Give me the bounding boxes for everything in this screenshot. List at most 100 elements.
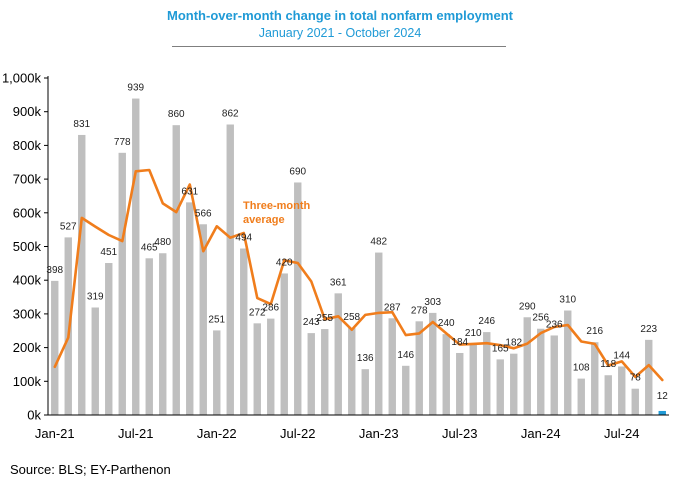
y-tick-label: 600k	[13, 205, 42, 220]
bar-data-label: 566	[195, 208, 212, 219]
bar-data-label: 310	[559, 295, 576, 306]
y-tick-label: 200k	[13, 340, 42, 355]
bar-data-label: 690	[289, 166, 306, 177]
chart-title: Month-over-month change in total nonfarm…	[167, 8, 513, 23]
bar-data-label: 118	[600, 359, 616, 370]
bar-data-label: 939	[127, 83, 144, 94]
bar-data-label: 420	[276, 257, 293, 268]
bar-data-label: 256	[532, 313, 549, 324]
bar-data-label: 144	[613, 350, 630, 361]
bar	[253, 323, 261, 415]
bar-data-label: 236	[546, 319, 563, 330]
bar	[132, 98, 140, 415]
bar	[105, 263, 113, 415]
bar	[496, 359, 504, 415]
bar	[442, 334, 450, 415]
bar	[550, 335, 558, 415]
bar	[510, 353, 518, 415]
bar	[91, 307, 99, 415]
bar	[604, 375, 612, 415]
bar-data-label: 290	[519, 301, 536, 312]
bar-data-label: 465	[141, 242, 158, 253]
bar-data-label: 146	[397, 350, 414, 361]
bar-data-label: 184	[451, 337, 468, 348]
y-tick-label: 0k	[27, 408, 41, 423]
bar	[658, 410, 666, 415]
bar	[577, 378, 585, 415]
y-tick-label: 100k	[13, 374, 42, 389]
bar	[186, 202, 194, 415]
bar	[456, 352, 464, 415]
y-tick-label: 900k	[13, 104, 42, 119]
x-tick-label: Jul-24	[604, 426, 639, 441]
bar-data-label: 78	[630, 373, 642, 384]
bar	[645, 339, 653, 415]
line-label: average	[243, 214, 285, 226]
bar	[307, 333, 315, 415]
bar-data-label: 778	[114, 137, 131, 148]
bar	[294, 182, 302, 415]
x-tick-label: Jan-24	[521, 426, 561, 441]
bar-data-label: 216	[586, 326, 603, 337]
chart-subtitle: January 2021 - October 2024	[258, 26, 422, 40]
bar-data-label: 223	[640, 324, 657, 335]
bar-data-label: 451	[100, 247, 117, 258]
y-tick-label: 1,000k	[2, 71, 42, 86]
bar	[213, 330, 221, 415]
bar-data-label: 182	[505, 338, 522, 349]
bar	[51, 280, 59, 415]
bar	[388, 318, 396, 415]
bar-data-label: 303	[424, 297, 441, 308]
bar	[226, 124, 234, 416]
bar	[361, 369, 369, 415]
bar	[537, 328, 545, 415]
bar-data-label: 361	[330, 277, 347, 288]
line-label: Three-month	[243, 200, 311, 212]
bar	[145, 258, 153, 415]
bar-data-label: 243	[303, 317, 320, 328]
bar-data-label: 165	[492, 343, 509, 354]
x-tick-label: Jan-21	[35, 426, 75, 441]
bar-data-label: 862	[222, 109, 239, 120]
bar	[118, 152, 126, 415]
bar	[429, 312, 437, 415]
y-tick-label: 300k	[13, 306, 42, 321]
x-tick-label: Jul-22	[280, 426, 315, 441]
bar	[280, 273, 288, 415]
bar-data-label: 258	[343, 312, 360, 323]
bar	[267, 318, 275, 415]
bar-data-label: 210	[465, 328, 482, 339]
bar-data-label: 272	[249, 307, 266, 318]
bar	[348, 328, 356, 415]
bar	[78, 134, 86, 415]
x-tick-label: Jan-23	[359, 426, 399, 441]
bar	[523, 317, 531, 415]
bar-data-label: 246	[478, 316, 495, 327]
bar-data-label: 278	[411, 305, 428, 316]
bar-data-label: 480	[154, 237, 171, 248]
bar-data-label: 398	[46, 265, 63, 276]
y-tick-label: 700k	[13, 172, 42, 187]
bar-data-label: 240	[438, 318, 455, 329]
bar-data-label: 631	[181, 186, 198, 197]
bar-data-label: 255	[316, 313, 333, 324]
y-tick-label: 800k	[13, 138, 42, 153]
source-note: Source: BLS; EY-Parthenon	[10, 462, 171, 477]
bar-data-label: 286	[262, 303, 279, 314]
bar	[415, 321, 423, 415]
bar	[469, 344, 477, 415]
bar-data-label: 108	[573, 363, 590, 374]
bar	[402, 365, 410, 415]
y-tick-label: 400k	[13, 273, 42, 288]
bar-data-label: 12	[657, 391, 669, 402]
bar-data-label: 319	[87, 291, 104, 302]
bar-data-label: 287	[384, 302, 401, 313]
bar	[321, 329, 329, 415]
bar-data-label: 494	[235, 233, 252, 244]
x-tick-label: Jul-21	[118, 426, 153, 441]
bar	[199, 224, 207, 415]
y-tick-label: 500k	[13, 239, 42, 254]
bar	[591, 342, 599, 415]
bar-data-label: 136	[357, 353, 374, 364]
